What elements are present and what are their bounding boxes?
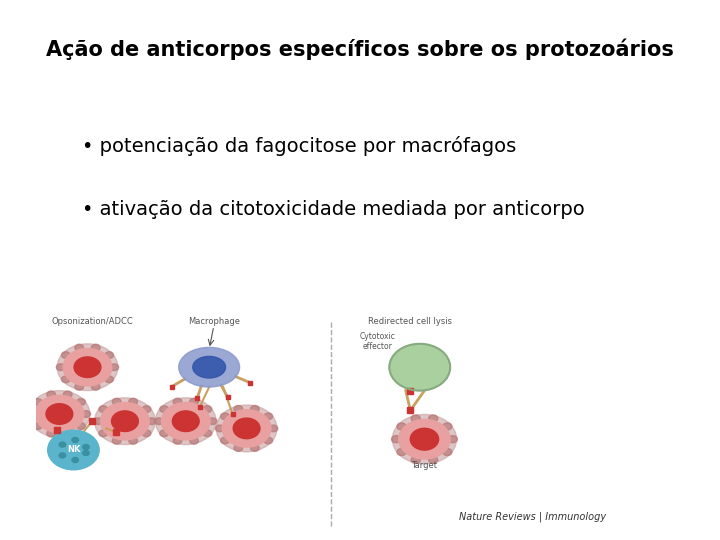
Circle shape — [29, 390, 90, 437]
Circle shape — [428, 415, 438, 422]
Circle shape — [47, 391, 55, 398]
Circle shape — [410, 428, 438, 450]
Circle shape — [46, 404, 73, 424]
Circle shape — [160, 406, 168, 413]
Text: Opsonization/ADCC: Opsonization/ADCC — [51, 317, 133, 326]
Circle shape — [264, 413, 273, 420]
Text: • potenciação da fagocitose por macrófagos: • potenciação da fagocitose por macrófag… — [81, 136, 516, 156]
Circle shape — [251, 406, 259, 412]
Circle shape — [208, 418, 217, 424]
Circle shape — [160, 430, 168, 437]
Circle shape — [33, 423, 42, 429]
Circle shape — [215, 425, 224, 432]
Circle shape — [428, 456, 438, 463]
Text: Nature Reviews | Immunology: Nature Reviews | Immunology — [459, 512, 606, 523]
Circle shape — [448, 436, 457, 443]
Circle shape — [76, 399, 86, 405]
Circle shape — [203, 430, 212, 437]
Circle shape — [61, 376, 71, 383]
Circle shape — [61, 352, 71, 359]
Circle shape — [142, 430, 151, 437]
Circle shape — [220, 437, 230, 444]
Circle shape — [35, 395, 84, 433]
Circle shape — [129, 437, 138, 444]
Circle shape — [63, 391, 72, 398]
Circle shape — [161, 402, 210, 440]
Circle shape — [173, 437, 182, 444]
Circle shape — [83, 444, 89, 449]
Circle shape — [99, 406, 108, 413]
Circle shape — [83, 450, 89, 456]
Circle shape — [101, 402, 149, 440]
Circle shape — [75, 383, 84, 390]
Circle shape — [112, 398, 121, 405]
Circle shape — [76, 423, 86, 429]
Circle shape — [251, 444, 259, 451]
Circle shape — [148, 418, 156, 424]
Circle shape — [203, 406, 212, 413]
Text: Ação de anticorpos específicos sobre os protozoários: Ação de anticorpos específicos sobre os … — [46, 39, 674, 60]
Circle shape — [189, 398, 199, 405]
Circle shape — [57, 344, 118, 390]
Circle shape — [56, 364, 65, 370]
Circle shape — [397, 423, 406, 430]
Circle shape — [233, 418, 260, 438]
Text: • ativação da citotoxicidade mediada por anticorpo: • ativação da citotoxicidade mediada por… — [81, 200, 585, 219]
Circle shape — [234, 444, 243, 451]
Circle shape — [59, 453, 66, 458]
Circle shape — [74, 357, 101, 377]
Circle shape — [392, 415, 456, 464]
Text: Target: Target — [411, 461, 438, 470]
Circle shape — [390, 344, 450, 390]
Circle shape — [112, 411, 138, 431]
Circle shape — [47, 430, 55, 437]
Circle shape — [94, 418, 102, 424]
Circle shape — [173, 398, 182, 405]
Circle shape — [110, 364, 119, 370]
Circle shape — [91, 383, 100, 390]
Text: Cytotoxic
effector: Cytotoxic effector — [360, 332, 395, 351]
Circle shape — [264, 437, 273, 444]
Circle shape — [48, 430, 99, 470]
Circle shape — [392, 436, 401, 443]
Circle shape — [220, 413, 230, 420]
Circle shape — [94, 398, 156, 444]
Circle shape — [234, 406, 243, 412]
Circle shape — [63, 430, 72, 437]
Circle shape — [222, 410, 271, 447]
Circle shape — [72, 437, 78, 443]
Circle shape — [112, 437, 121, 444]
Circle shape — [91, 344, 100, 351]
Circle shape — [99, 430, 108, 437]
Circle shape — [75, 344, 84, 351]
Circle shape — [72, 457, 78, 462]
Circle shape — [172, 411, 199, 431]
Circle shape — [411, 415, 420, 422]
Circle shape — [443, 423, 452, 430]
Text: NK: NK — [67, 446, 80, 455]
Circle shape — [269, 425, 278, 432]
Circle shape — [156, 398, 216, 444]
Circle shape — [397, 448, 406, 456]
Circle shape — [189, 437, 199, 444]
Ellipse shape — [193, 356, 225, 378]
Text: Macrophage: Macrophage — [188, 317, 240, 326]
Circle shape — [155, 418, 163, 424]
Circle shape — [443, 448, 452, 456]
Circle shape — [104, 352, 114, 359]
Circle shape — [411, 456, 420, 463]
Circle shape — [399, 420, 450, 459]
Circle shape — [216, 405, 277, 452]
Circle shape — [59, 442, 66, 447]
Circle shape — [28, 410, 37, 417]
Text: Redirected cell lysis: Redirected cell lysis — [369, 317, 452, 326]
Circle shape — [129, 398, 138, 405]
Circle shape — [104, 376, 114, 383]
Ellipse shape — [179, 347, 240, 387]
Circle shape — [63, 348, 112, 386]
Circle shape — [33, 399, 42, 405]
Circle shape — [142, 406, 151, 413]
Circle shape — [82, 410, 91, 417]
